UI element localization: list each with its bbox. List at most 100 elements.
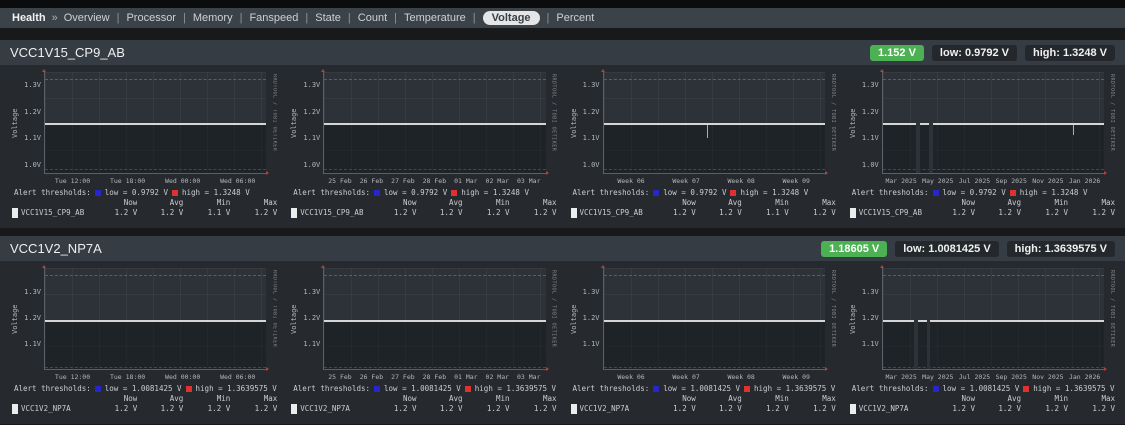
x-tick-label: Week 06 xyxy=(617,373,644,381)
high-threshold-line xyxy=(45,275,266,276)
y-tick-label: 1.3V xyxy=(862,288,879,296)
x-tick-label: Week 07 xyxy=(672,177,699,185)
stats-header-avg: Avg xyxy=(417,198,463,208)
plot-area xyxy=(44,268,266,370)
graph-vcc1v2_np7a-month[interactable]: Voltage1.3V1.2V1.1VRRDTOOL / TOBI OETIKE… xyxy=(563,268,842,419)
y-tick-label: 1.2V xyxy=(862,108,879,116)
high-threshold-swatch-icon xyxy=(186,386,192,392)
x-axis-ticks: 25 Feb26 Feb27 Feb28 Feb01 Mar02 Mar03 M… xyxy=(324,371,544,381)
x-tick-label: Wed 06:00 xyxy=(220,177,255,185)
stats-header-avg: Avg xyxy=(137,198,183,208)
stat-value-max: 1.2 V xyxy=(230,404,277,414)
stats-spacer xyxy=(289,198,370,208)
nav-pipe-divider: | xyxy=(117,12,120,24)
alert-thresholds-label: Alert thresholds: xyxy=(573,384,650,393)
graph-vcc1v2_np7a-day[interactable]: Voltage1.3V1.2V1.1VRRDTOOL / TOBI OETIKE… xyxy=(4,268,283,419)
series-row: VCC1V2_NP7A xyxy=(10,404,91,414)
stats-header-avg: Avg xyxy=(417,394,463,404)
y-tick-label: 1.2V xyxy=(862,314,879,322)
y-axis-label: Voltage xyxy=(569,268,579,370)
top-window-strip xyxy=(0,0,1125,8)
stat-value-avg: 1.2 V xyxy=(417,208,463,218)
low-threshold-text: low = 0.9792 V xyxy=(105,188,168,197)
stats-header-now: Now xyxy=(929,394,975,404)
stats-table: NowAvgMinMaxVCC1V2_NP7A1.2 V1.2 V1.2 V1.… xyxy=(848,394,1115,414)
low-threshold-line xyxy=(45,367,266,368)
stats-header-max: Max xyxy=(230,394,277,404)
low-threshold-line xyxy=(604,367,825,368)
graph-vcc1v15_cp9_ab-month[interactable]: Voltage1.3V1.2V1.1V1.0VRRDTOOL / TOBI OE… xyxy=(563,72,842,223)
series-row: VCC1V15_CP9_AB xyxy=(10,208,91,218)
series-swatch-icon xyxy=(850,208,856,218)
x-tick-label: 02 Mar xyxy=(486,177,509,185)
y-tick-label: 1.1V xyxy=(24,134,41,142)
high-threshold-line xyxy=(324,79,545,80)
x-tick-label: Jul 2025 xyxy=(959,177,990,185)
high-threshold-text: high = 1.3248 V xyxy=(461,188,529,197)
x-tick-label: Tue 12:00 xyxy=(55,177,90,185)
graph-vcc1v15_cp9_ab-day[interactable]: Voltage1.3V1.2V1.1V1.0VRRDTOOL / TOBI OE… xyxy=(4,72,283,223)
low-threshold-swatch-icon xyxy=(95,190,101,196)
nav-item-memory[interactable]: Memory xyxy=(193,12,233,24)
low-threshold-badge: low: 0.9792 V xyxy=(932,45,1017,61)
nav-item-temperature[interactable]: Temperature xyxy=(404,12,466,24)
low-threshold-text: low = 1.0081425 V xyxy=(105,384,182,393)
y-axis-label: Voltage xyxy=(848,268,858,370)
y-axis-label: Voltage xyxy=(289,72,299,174)
nav-item-processor[interactable]: Processor xyxy=(126,12,176,24)
y-axis-label: Voltage xyxy=(569,72,579,174)
nav-item-state[interactable]: State xyxy=(315,12,341,24)
graph-vcc1v15_cp9_ab-week[interactable]: Voltage1.3V1.2V1.1V1.0VRRDTOOL / TOBI OE… xyxy=(283,72,562,223)
stats-header-now: Now xyxy=(91,394,137,404)
x-tick-label: Sep 2025 xyxy=(996,373,1027,381)
high-threshold-swatch-icon xyxy=(465,386,471,392)
stats-header-max: Max xyxy=(1068,394,1115,404)
stat-value-now: 1.2 V xyxy=(371,404,417,414)
stats-header-max: Max xyxy=(1068,198,1115,208)
x-tick-label: Jan 2026 xyxy=(1069,177,1100,185)
stats-header-now: Now xyxy=(371,394,417,404)
nav-item-overview[interactable]: Overview xyxy=(64,12,110,24)
series-name: VCC1V2_NP7A xyxy=(21,404,71,414)
high-threshold-badge: high: 1.3639575 V xyxy=(1007,241,1115,257)
low-threshold-swatch-icon xyxy=(653,386,659,392)
graph-vcc1v2_np7a-week[interactable]: Voltage1.3V1.2V1.1VRRDTOOL / TOBI OETIKE… xyxy=(283,268,562,419)
alert-thresholds-row: Alert thresholds:low = 0.9792 Vhigh = 1.… xyxy=(10,187,277,198)
stats-table: NowAvgMinMaxVCC1V2_NP7A1.2 V1.2 V1.2 V1.… xyxy=(289,394,556,414)
alert-thresholds-label: Alert thresholds: xyxy=(573,188,650,197)
y-axis-label: Voltage xyxy=(848,72,858,174)
breadcrumb-root[interactable]: Health xyxy=(12,12,46,24)
x-tick-label: 03 Mar xyxy=(517,373,540,381)
graph-plot-row: Voltage1.3V1.2V1.1V1.0VRRDTOOL / TOBI OE… xyxy=(10,72,277,174)
stats-header-min: Min xyxy=(742,198,789,208)
y-tick-label: 1.0V xyxy=(862,161,879,169)
stat-value-min: 1.2 V xyxy=(1021,404,1068,414)
area-fill xyxy=(604,124,825,173)
high-threshold-text: high = 1.3248 V xyxy=(1020,188,1088,197)
y-tick-label: 1.3V xyxy=(303,288,320,296)
stat-value-avg: 1.2 V xyxy=(137,404,183,414)
data-dip xyxy=(1073,124,1074,135)
graph-vcc1v2_np7a-year[interactable]: Voltage1.3V1.2V1.1VRRDTOOL / TOBI OETIKE… xyxy=(842,268,1121,419)
high-threshold-line xyxy=(883,275,1104,276)
stats-header-max: Max xyxy=(789,198,836,208)
nav-item-count[interactable]: Count xyxy=(358,12,387,24)
series-swatch-icon xyxy=(291,404,297,414)
stat-value-avg: 1.2 V xyxy=(975,208,1021,218)
nav-item-fanspeed[interactable]: Fanspeed xyxy=(249,12,298,24)
graph-vcc1v15_cp9_ab-year[interactable]: Voltage1.3V1.2V1.1V1.0VRRDTOOL / TOBI OE… xyxy=(842,72,1121,223)
y-tick-label: 1.2V xyxy=(303,314,320,322)
stat-value-max: 1.2 V xyxy=(789,404,836,414)
nav-items: Overview|Processor|Memory|Fanspeed|State… xyxy=(64,11,595,25)
nav-pipe-divider: | xyxy=(348,12,351,24)
graphs-panel-vcc1v15_cp9_ab: Voltage1.3V1.2V1.1V1.0VRRDTOOL / TOBI OE… xyxy=(0,65,1125,228)
graph-legend: Alert thresholds:low = 1.0081425 Vhigh =… xyxy=(289,383,556,414)
alert-thresholds-row: Alert thresholds:low = 1.0081425 Vhigh =… xyxy=(569,383,836,394)
nav-item-voltage[interactable]: Voltage xyxy=(483,11,540,25)
stat-value-min: 1.2 V xyxy=(742,404,789,414)
stat-value-max: 1.2 V xyxy=(1068,404,1115,414)
series-swatch-icon xyxy=(291,208,297,218)
stat-value-avg: 1.2 V xyxy=(696,208,742,218)
low-threshold-text: low = 0.9792 V xyxy=(663,188,726,197)
nav-item-percent[interactable]: Percent xyxy=(556,12,594,24)
